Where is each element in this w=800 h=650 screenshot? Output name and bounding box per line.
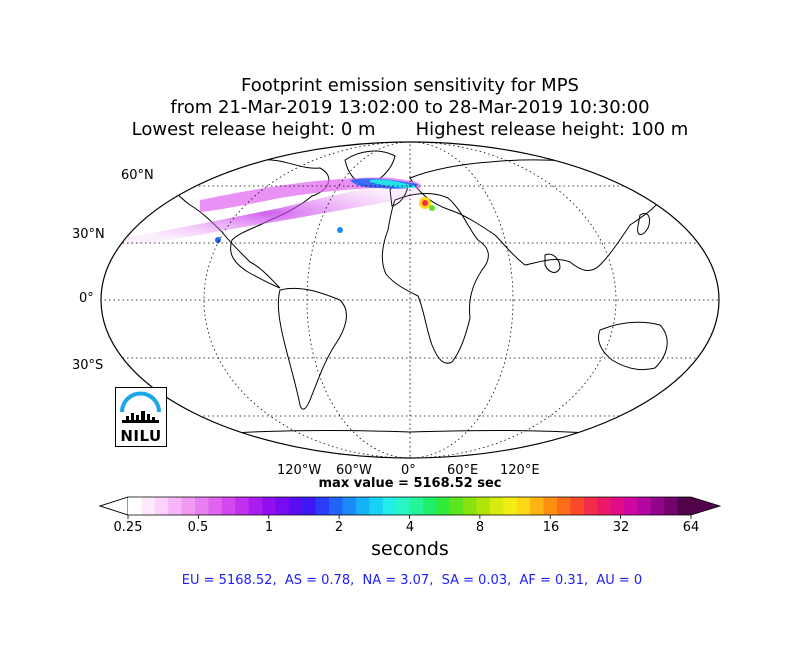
colorbar-tick: 8 xyxy=(475,520,485,535)
lon-label: 120°E xyxy=(500,463,540,478)
lon-label: 0° xyxy=(401,463,416,478)
colorbar-swatch xyxy=(583,497,598,515)
colorbar-tick: 2 xyxy=(334,520,344,535)
colorbar-tick: 0.5 xyxy=(187,520,209,535)
colorbar-swatch xyxy=(677,497,692,515)
colorbar-swatch xyxy=(489,497,504,515)
footprint-plume xyxy=(112,177,435,246)
colorbar-max-extend xyxy=(691,497,720,515)
nilu-logo: NILU xyxy=(115,387,167,447)
colorbar-swatch xyxy=(503,497,518,515)
colorbar-swatch xyxy=(315,497,330,515)
lat-label: 30°N xyxy=(72,227,105,242)
lon-label: 60°W xyxy=(336,463,372,478)
colorbar-tick: 64 xyxy=(682,520,700,535)
region-totals: EU = 5168.52, AS = 0.78, NA = 3.07, SA =… xyxy=(181,573,643,588)
colorbar-swatch xyxy=(422,497,437,515)
colorbar-tick: 32 xyxy=(612,520,630,535)
colorbar xyxy=(98,496,722,519)
lon-label: 120°W xyxy=(277,463,322,478)
colorbar-swatch xyxy=(396,497,410,515)
colorbar-swatch xyxy=(449,497,464,515)
colorbar-swatch xyxy=(463,497,478,515)
colorbar-units: seconds xyxy=(371,538,449,560)
colorbar-swatch xyxy=(195,497,209,515)
colorbar-swatch xyxy=(128,497,142,515)
colorbar-swatch xyxy=(382,497,397,515)
colorbar-swatch xyxy=(543,497,558,515)
max-value-label: max value = 5168.52 sec xyxy=(318,476,502,491)
colorbar-swatch xyxy=(650,497,665,515)
colorbar-swatch xyxy=(288,497,303,515)
colorbar-swatch xyxy=(262,497,276,515)
lat-label: 60°N xyxy=(121,168,154,183)
colorbar-min-extend xyxy=(98,496,129,516)
colorbar-swatch xyxy=(610,497,625,515)
colorbar-tick: 0.25 xyxy=(113,520,143,535)
colorbar-swatch xyxy=(342,497,357,515)
colorbar-tick: 16 xyxy=(542,520,560,535)
logo-text: NILU xyxy=(120,427,162,445)
lat-label: 30°S xyxy=(72,358,104,373)
colorbar-swatch xyxy=(355,497,370,515)
colorbar-tick: 1 xyxy=(264,520,274,535)
colorbar-swatch xyxy=(168,497,183,515)
colorbar-swatch xyxy=(141,497,156,515)
colorbar-swatch xyxy=(637,497,652,515)
colorbar-swatch xyxy=(516,497,531,515)
colorbar-swatch xyxy=(556,497,571,515)
graticule xyxy=(101,142,719,458)
colorbar-swatch xyxy=(329,497,343,515)
colorbar-tick: 4 xyxy=(405,520,415,535)
colorbar-swatch xyxy=(181,497,196,515)
globe-outline xyxy=(100,141,720,459)
colorbar-swatch xyxy=(154,497,169,515)
map-title-line-3: Lowest release height: 0 m Highest relea… xyxy=(131,119,689,140)
colorbar-swatch xyxy=(235,497,250,515)
colorbar-swatch xyxy=(664,497,679,515)
lon-label: 60°E xyxy=(447,463,479,478)
colorbar-swatch xyxy=(369,497,384,515)
lat-label: 0° xyxy=(79,291,94,306)
colorbar-swatch xyxy=(221,497,236,515)
colorbar-swatch xyxy=(623,497,638,515)
colorbar-swatch xyxy=(275,497,290,515)
colorbar-swatch xyxy=(409,497,424,515)
colorbar-swatch xyxy=(530,497,545,515)
colorbar-swatch xyxy=(476,497,491,515)
map-title-line-2: from 21-Mar-2019 13:02:00 to 28-Mar-2019… xyxy=(170,97,650,118)
colorbar-swatch xyxy=(436,497,451,515)
colorbar-swatch xyxy=(570,497,585,515)
colorbar-swatch xyxy=(302,497,317,515)
colorbar-swatch xyxy=(248,497,263,515)
colorbar-swatch xyxy=(597,497,612,515)
colorbar-swatch xyxy=(208,497,223,515)
map-title-line-1: Footprint emission sensitivity for MPS xyxy=(241,75,579,96)
